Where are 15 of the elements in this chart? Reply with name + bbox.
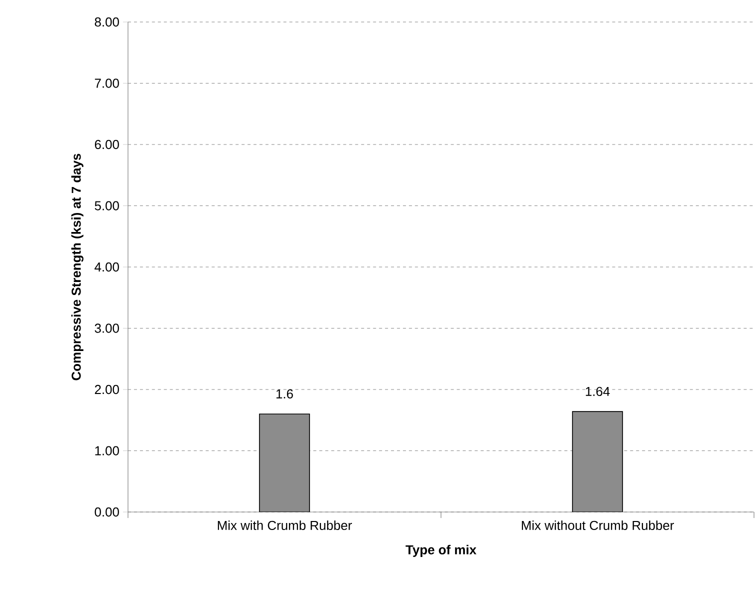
y-tick-label: 3.00 <box>94 324 119 333</box>
y-tick-label: 7.00 <box>94 78 119 88</box>
y-tick-label: 5.00 <box>94 201 119 210</box>
y-tick-label: 8.00 <box>94 17 119 27</box>
x-tick-label: Mix with Crumb Rubber <box>218 520 352 530</box>
x-tick-label: Mix without Crumb Rubber <box>522 520 674 530</box>
data-label: 1.6 <box>276 389 293 398</box>
y-tick-label: 4.00 <box>94 262 119 272</box>
y-tick-label: 6.00 <box>94 140 119 150</box>
x-axis-title: Type of mix <box>406 544 476 557</box>
y-axis-title: Compressive Strength (ksi) at 7 days <box>71 154 84 380</box>
y-tick-label: 0.00 <box>94 507 119 517</box>
y-tick-label: 1.00 <box>95 446 119 456</box>
y-tick-label: 2.00 <box>94 384 119 394</box>
data-label: 1.64 <box>586 386 610 396</box>
